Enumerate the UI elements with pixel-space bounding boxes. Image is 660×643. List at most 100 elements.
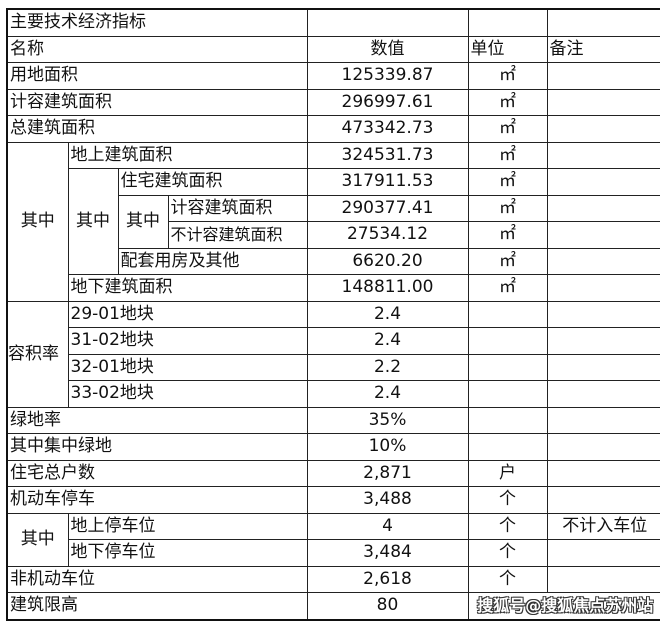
table-row: 其中 计容建筑面积 290377.41 ㎡ [7,194,660,249]
row-name: 总建筑面积 [6,115,308,143]
table-row: 总建筑面积 473342.73 ㎡ [6,115,660,143]
row-unit: ㎡ [467,247,548,275]
group-label: 其中 [117,194,169,249]
table-row: 32-01地块 2.2 [7,353,660,381]
row-name: 地上停车位 [67,512,308,540]
group-label: 其中 [67,168,119,275]
row-name: 住宅建筑面积 [117,168,308,196]
row-note [546,194,660,222]
empty-cell [546,8,660,37]
row-note [546,486,660,514]
table-row: 容积率 29-01地块 2.4 [6,300,660,408]
row-value: 317911.53 [306,168,469,196]
row-value: 290377.41 [306,194,469,222]
row-unit: 户 [467,459,548,487]
table-row: 33-02地块 2.4 [7,380,660,408]
table-row: 地下停车位 3,484 个 [7,539,660,567]
table-row: 地下建筑面积 148811.00 ㎡ [7,274,660,302]
row-note [546,380,660,408]
row-unit: ㎡ [467,194,548,222]
row-unit [467,433,548,461]
row-value: 3,484 [306,539,469,567]
row-unit: ㎡ [467,274,548,302]
row-unit: ㎡ [467,221,548,249]
table-row: 其中 住宅建筑面积 317911.53 ㎡ [7,168,660,275]
row-name: 机动车停车 [6,486,308,514]
table-row: 计容建筑面积 296997.61 ㎡ [6,88,660,116]
row-name: 其中集中绿地 [6,433,308,461]
header-value: 数值 [306,35,469,63]
row-note [546,115,660,143]
row-unit: 个 [467,539,548,567]
row-unit: ㎡ [467,62,548,90]
row-note [546,539,660,567]
row-value: 4 [306,512,469,540]
row-note [546,221,660,249]
table-title: 主要技术经济指标 [6,8,308,37]
technical-indicators-table: 主要技术经济指标 名称 数值 单位 备注 用地面积 125339.87 ㎡ 计容… [6,8,660,621]
row-value: 296997.61 [306,88,469,116]
header-note: 备注 [546,35,660,63]
table-row: 其中集中绿地 10% [6,433,660,461]
row-unit [467,300,548,328]
row-unit: ㎡ [467,168,548,196]
row-note [546,406,660,434]
table-title-row: 主要技术经济指标 [6,8,660,37]
empty-cell [306,8,469,37]
table-row: 建筑限高 80 搜狐号@搜狐焦点苏州站 [6,592,660,620]
row-name: 地下停车位 [67,539,308,567]
row-name: 地上建筑面积 [67,141,308,169]
table-row: 31-02地块 2.4 [7,327,660,355]
row-note [546,327,660,355]
row-value: 2.2 [306,353,469,381]
row-name: 31-02地块 [67,327,308,355]
table-row: 用地面积 125339.87 ㎡ [6,62,660,90]
row-note [546,565,660,593]
row-value: 324531.73 [306,141,469,169]
row-note [546,141,660,169]
row-name: 住宅总户数 [6,459,308,487]
row-unit: ㎡ [467,141,548,169]
row-value: 125339.87 [306,62,469,90]
row-note [546,62,660,90]
plot-ratio-label: 容积率 [6,300,69,408]
row-value: 2.4 [306,380,469,408]
row-unit [467,406,548,434]
row-unit: 个 [467,486,548,514]
row-name: 计容建筑面积 [6,88,308,116]
row-note [546,274,660,302]
watermark: 搜狐号@搜狐焦点苏州站 [467,592,660,620]
table-row: 其中 地上建筑面积 324531.73 ㎡ [6,141,660,302]
row-note [546,459,660,487]
row-value: 6620.20 [306,247,469,275]
table-row: 其中 地上停车位 4 个 不计入车位 [6,512,660,567]
row-note [546,168,660,196]
row-name: 配套用房及其他 [117,247,308,275]
table-row: 绿地率 35% [6,406,660,434]
row-note [546,433,660,461]
row-value: 2.4 [306,327,469,355]
row-unit [467,327,548,355]
row-unit: 个 [467,512,548,540]
row-value: 2,618 [306,565,469,593]
empty-cell [467,8,548,37]
row-value: 27534.12 [306,221,469,249]
row-note [546,247,660,275]
header-name: 名称 [6,35,308,63]
row-note: 不计入车位 [546,512,660,540]
header-row: 名称 数值 单位 备注 [6,35,660,63]
table-row: 配套用房及其他 6620.20 ㎡ [7,247,660,275]
row-name: 计容建筑面积 [167,194,308,222]
row-value: 35% [306,406,469,434]
row-name: 地下建筑面积 [67,274,308,302]
row-unit [467,353,548,381]
group-label: 其中 [6,141,69,302]
row-unit: 个 [467,565,548,593]
row-unit: ㎡ [467,88,548,116]
table-row: 不计容建筑面积 27534.12 ㎡ [7,221,660,249]
row-value: 473342.73 [306,115,469,143]
row-value: 2,871 [306,459,469,487]
row-note [546,88,660,116]
row-name: 33-02地块 [67,380,308,408]
row-note [546,353,660,381]
